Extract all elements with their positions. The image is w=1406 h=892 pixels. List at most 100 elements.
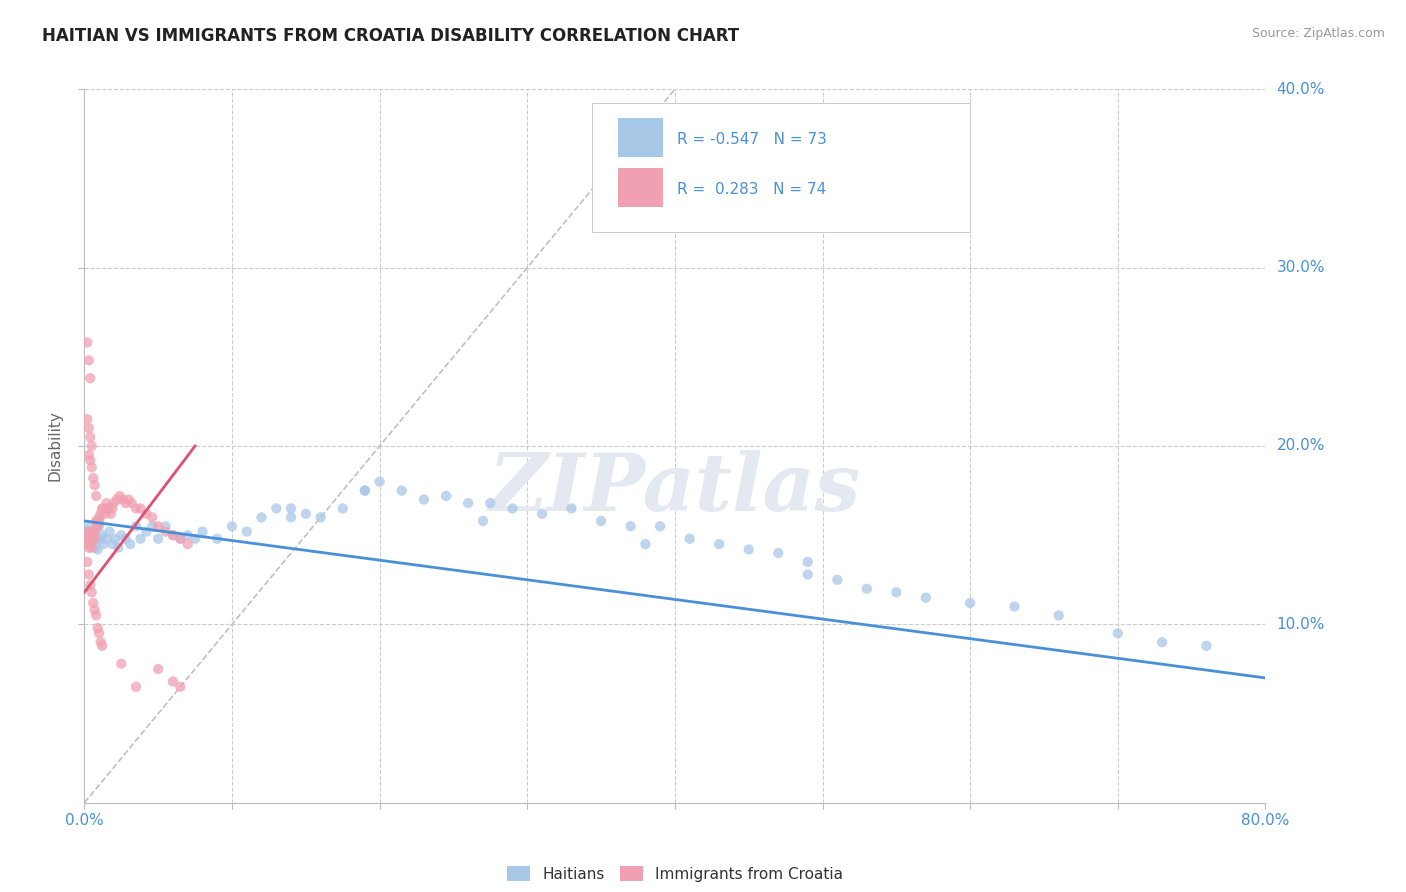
Point xyxy=(108,489,131,503)
Point xyxy=(79,524,101,539)
Point xyxy=(76,335,98,350)
Point xyxy=(560,501,583,516)
Point xyxy=(141,519,163,533)
Point xyxy=(709,537,731,551)
Point xyxy=(886,585,908,599)
Point xyxy=(391,483,413,498)
Point xyxy=(86,519,108,533)
Point xyxy=(148,519,170,533)
Point xyxy=(84,608,107,623)
Point xyxy=(129,501,152,516)
Point xyxy=(121,496,143,510)
Point xyxy=(162,674,184,689)
Point xyxy=(80,541,103,555)
Text: 30.0%: 30.0% xyxy=(1277,260,1324,275)
Point xyxy=(177,528,200,542)
Point xyxy=(827,573,849,587)
Point xyxy=(354,483,377,498)
Point xyxy=(457,496,479,510)
Point xyxy=(501,501,523,516)
Point xyxy=(162,528,184,542)
Point xyxy=(855,582,877,596)
Point xyxy=(148,662,170,676)
Point xyxy=(591,514,613,528)
Point xyxy=(1150,635,1173,649)
Point xyxy=(125,501,148,516)
Point xyxy=(90,532,112,546)
Point xyxy=(1195,639,1218,653)
Point xyxy=(76,524,98,539)
Point xyxy=(472,514,495,528)
Point xyxy=(162,528,184,542)
Point xyxy=(79,532,101,546)
Point xyxy=(96,532,118,546)
Point xyxy=(678,532,700,546)
Point xyxy=(77,448,100,462)
Text: R = -0.547   N = 73: R = -0.547 N = 73 xyxy=(678,132,827,146)
Point xyxy=(80,537,103,551)
Point xyxy=(91,528,114,542)
Point xyxy=(98,501,121,516)
Point xyxy=(105,492,128,507)
Point xyxy=(87,510,111,524)
Point xyxy=(280,501,302,516)
Point xyxy=(280,510,302,524)
Point xyxy=(82,528,104,542)
Point xyxy=(1047,608,1070,623)
Point xyxy=(82,471,104,485)
Point xyxy=(75,532,97,546)
Point xyxy=(738,542,761,557)
Point xyxy=(84,489,107,503)
Point xyxy=(86,542,108,557)
Point xyxy=(619,519,641,533)
Point xyxy=(94,507,117,521)
Point xyxy=(135,524,157,539)
Point xyxy=(796,555,818,569)
Point xyxy=(100,507,122,521)
Point xyxy=(77,421,100,435)
Y-axis label: Disability: Disability xyxy=(48,410,63,482)
Point xyxy=(76,412,98,426)
Point xyxy=(79,578,101,592)
Point xyxy=(634,537,657,551)
Point xyxy=(368,475,391,489)
Point xyxy=(80,460,103,475)
Bar xyxy=(619,168,664,207)
Point xyxy=(93,501,115,516)
Point xyxy=(434,489,457,503)
Text: HAITIAN VS IMMIGRANTS FROM CROATIA DISABILITY CORRELATION CHART: HAITIAN VS IMMIGRANTS FROM CROATIA DISAB… xyxy=(42,27,740,45)
Point xyxy=(101,537,124,551)
Point xyxy=(79,537,101,551)
Point xyxy=(90,635,112,649)
Point xyxy=(118,492,141,507)
Point xyxy=(177,537,200,551)
Point xyxy=(82,532,104,546)
Point xyxy=(97,501,120,516)
Point xyxy=(103,496,125,510)
Point xyxy=(309,510,332,524)
Point xyxy=(80,439,103,453)
Point xyxy=(90,507,112,521)
Text: 40.0%: 40.0% xyxy=(1277,82,1324,96)
Point xyxy=(76,519,98,533)
Point xyxy=(82,596,104,610)
Point xyxy=(83,524,105,539)
Point xyxy=(79,430,101,444)
Point xyxy=(959,596,981,610)
Point xyxy=(87,626,111,640)
Point xyxy=(101,501,124,516)
Point xyxy=(80,585,103,599)
Point xyxy=(93,537,115,551)
Point xyxy=(184,532,207,546)
Point xyxy=(169,532,191,546)
Point xyxy=(79,453,101,467)
Point xyxy=(110,528,132,542)
Point xyxy=(768,546,790,560)
Point xyxy=(155,524,177,539)
Text: Source: ZipAtlas.com: Source: ZipAtlas.com xyxy=(1251,27,1385,40)
Point xyxy=(114,532,136,546)
Point xyxy=(110,657,132,671)
Point xyxy=(155,519,177,533)
Point xyxy=(107,541,129,555)
Point xyxy=(148,532,170,546)
